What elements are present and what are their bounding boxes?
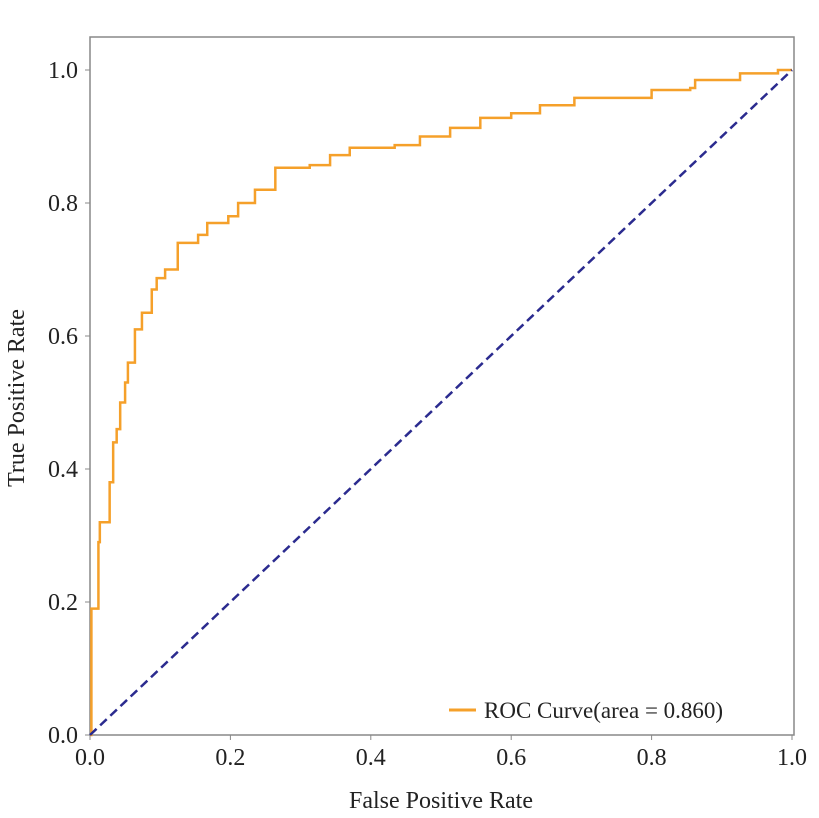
y-tick-label: 0.2 — [48, 590, 78, 616]
x-tick-label: 0.2 — [215, 745, 245, 771]
y-axis-label: True Positive Rate — [4, 309, 30, 487]
x-axis-label: False Positive Rate — [349, 788, 533, 813]
y-tick-label: 0.4 — [48, 457, 78, 483]
y-tick-label: 0.8 — [48, 191, 78, 217]
x-tick-label: 0.0 — [75, 745, 105, 771]
legend: ROC Curve(area = 0.860) — [449, 698, 723, 723]
y-tick-label: 0.6 — [48, 324, 78, 350]
x-tick-label: 0.6 — [496, 745, 526, 771]
x-tick-label: 0.8 — [637, 745, 667, 771]
y-tick-label: 1.0 — [48, 58, 78, 84]
x-tick-label: 0.4 — [356, 745, 386, 771]
plot-frame — [89, 36, 795, 736]
roc-curve-line — [90, 68, 792, 737]
legend-label-roc: ROC Curve(area = 0.860) — [484, 698, 723, 723]
x-tick-label: 1.0 — [777, 745, 807, 771]
chance-diagonal-line — [89, 69, 793, 736]
y-tick-label: 0.0 — [48, 723, 78, 749]
